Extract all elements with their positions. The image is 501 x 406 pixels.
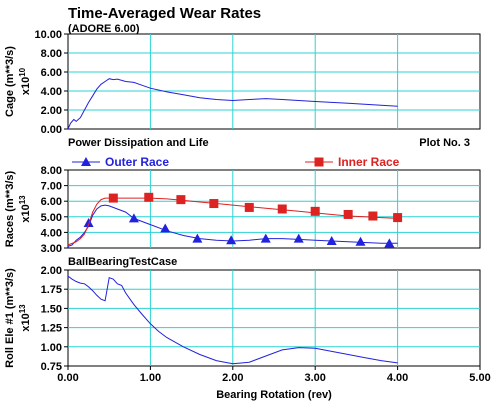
panel3-title: BallBearingTestCase	[68, 256, 177, 268]
data-point-square	[368, 211, 378, 221]
y-tick-label: 1.00	[41, 342, 62, 354]
legend-marker-triangle	[81, 157, 91, 166]
data-point-square	[144, 192, 154, 202]
x-tick-label: 2.00	[222, 372, 243, 384]
y-tick-label: 4.00	[41, 227, 62, 239]
y-axis-label: Roll Ele #1 (m**3/s)	[4, 268, 16, 368]
y-axis-label: Races (m**3/s)	[4, 170, 16, 247]
y-tick-label: 8.00	[41, 48, 62, 60]
data-point-triangle	[128, 213, 139, 223]
exponent-power: 10	[18, 67, 27, 76]
x-tick-label: 4.00	[387, 372, 408, 384]
exponent-power: 13	[18, 304, 27, 313]
data-point-square	[310, 206, 320, 216]
figure-title: Time-Averaged Wear Rates	[68, 5, 261, 22]
y-tick-label: 7.00	[41, 181, 62, 193]
data-point-triangle	[160, 223, 171, 233]
series-line-inner-race	[67, 197, 398, 246]
x-tick-label: 5.00	[469, 372, 490, 384]
exponent-base: x10	[20, 77, 32, 95]
y-axis-exponent: x1010	[18, 67, 32, 95]
y-tick-label: 2.00	[41, 265, 62, 277]
data-point-square	[108, 193, 118, 203]
data-point-square	[244, 202, 254, 212]
data-point-triangle	[260, 233, 271, 243]
y-tick-label: 4.00	[41, 86, 62, 98]
x-tick-label: 1.00	[140, 372, 161, 384]
y-tick-label: 1.50	[41, 303, 62, 315]
series-line-cage	[67, 78, 398, 130]
y-tick-label: 6.00	[41, 196, 62, 208]
panel2-title: Power Dissipation and Life	[68, 137, 209, 149]
data-point-square	[277, 204, 287, 214]
y-tick-label: 5.00	[41, 212, 62, 224]
data-point-square	[209, 199, 219, 209]
y-tick-label: 1.25	[41, 323, 62, 335]
y-axis-exponent: x1013	[18, 304, 32, 332]
y-tick-label: 2.00	[41, 105, 62, 117]
data-point-square	[393, 213, 403, 223]
plot-frame	[67, 269, 481, 367]
y-tick-label: 10.00	[34, 29, 62, 41]
data-point-triangle	[293, 233, 304, 243]
y-tick-label: 0.00	[41, 124, 62, 136]
legend-label: Outer Race	[105, 155, 169, 169]
exponent-power: 13	[18, 195, 27, 204]
y-axis-exponent: x1013	[18, 195, 32, 223]
figure-subtitle: (ADORE 6.00)	[68, 23, 140, 35]
data-point-square	[176, 195, 186, 205]
exponent-base: x10	[20, 204, 32, 222]
y-tick-label: 1.75	[41, 284, 62, 296]
y-tick-label: 6.00	[41, 67, 62, 79]
plot-frame	[67, 33, 481, 130]
data-point-triangle	[192, 233, 203, 243]
data-point-square	[343, 209, 353, 219]
data-point-triangle	[355, 236, 366, 246]
plot-number: Plot No. 3	[419, 137, 470, 149]
legend-marker-square	[314, 157, 324, 167]
data-point-triangle	[384, 238, 395, 248]
exponent-base: x10	[20, 313, 32, 331]
y-tick-label: 8.00	[41, 165, 62, 177]
y-tick-label: 3.00	[41, 243, 62, 255]
legend-label: Inner Race	[338, 155, 400, 169]
data-point-triangle	[326, 235, 337, 245]
x-axis-label: Bearing Rotation (rev)	[216, 389, 332, 401]
y-axis-label: Cage (m**3/s)	[4, 46, 16, 117]
series-line-roll	[67, 275, 398, 365]
x-tick-label: 3.00	[304, 372, 325, 384]
y-tick-label: 0.75	[41, 361, 62, 373]
panel-roll: 0.75 1.00 1.25 1.50 1.75 2.00 0.00 1.00 2.00 3.00…	[4, 265, 491, 384]
x-tick-label: 0.00	[57, 372, 78, 384]
data-point-triangle	[83, 218, 94, 228]
data-point-triangle	[226, 235, 237, 245]
